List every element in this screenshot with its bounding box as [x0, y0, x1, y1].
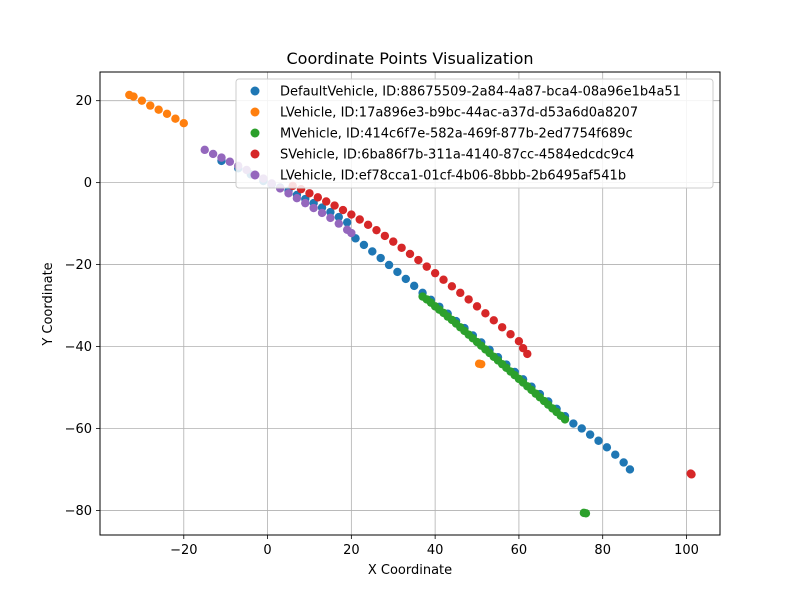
- data-point: [334, 219, 343, 228]
- legend-marker: [250, 149, 260, 159]
- data-point: [585, 430, 595, 439]
- data-point: [439, 275, 448, 284]
- data-point: [334, 212, 343, 222]
- data-point: [514, 336, 524, 346]
- data-point: [208, 149, 218, 159]
- y-tick-label: 0: [84, 176, 92, 191]
- data-point: [523, 349, 532, 359]
- data-points: [125, 90, 696, 518]
- legend-marker: [250, 170, 260, 180]
- legend-entry: LVehicle, ID:17a896e3-b9bc-44ac-a37d-d53…: [280, 106, 638, 121]
- data-point: [330, 201, 339, 210]
- data-point: [384, 260, 394, 270]
- data-point: [560, 415, 570, 424]
- data-point: [292, 193, 302, 203]
- data-point: [477, 359, 486, 369]
- plot-frame: [99, 71, 721, 536]
- data-point: [342, 218, 352, 227]
- data-point: [372, 225, 381, 235]
- legend-entry: DefaultVehicle, ID:88675509-2a84-4a87-bc…: [280, 85, 681, 100]
- data-point: [401, 274, 411, 284]
- data-point: [581, 509, 591, 518]
- data-point: [154, 105, 163, 114]
- y-tick-label: −80: [65, 504, 92, 519]
- data-point: [447, 282, 457, 291]
- data-point: [389, 237, 398, 246]
- axis-ticks: −20 0 20 40 60 80 100 20 0 −20 −40 −60 −80: [65, 94, 699, 558]
- data-point: [602, 443, 612, 452]
- data-point: [363, 220, 373, 230]
- data-point: [506, 330, 515, 339]
- data-point: [200, 145, 209, 155]
- data-point: [472, 302, 482, 311]
- data-point: [301, 198, 310, 208]
- data-point: [497, 323, 507, 332]
- data-point: [409, 281, 419, 291]
- data-point: [368, 247, 377, 256]
- data-point: [137, 96, 147, 105]
- x-tick-label: 80: [594, 543, 611, 558]
- data-point: [397, 243, 406, 252]
- x-tick-label: 0: [263, 543, 271, 558]
- data-point: [359, 240, 369, 250]
- y-tick-label: −20: [65, 258, 92, 273]
- data-point: [217, 153, 226, 162]
- data-point: [577, 424, 586, 433]
- x-tick-label: −20: [170, 543, 197, 558]
- data-point: [347, 228, 356, 238]
- data-point: [489, 316, 498, 325]
- y-tick-label: 20: [75, 94, 92, 109]
- y-tick-label: −40: [65, 340, 92, 355]
- data-point: [305, 189, 314, 198]
- legend-box: [235, 78, 714, 189]
- legend-entry: SVehicle, ID:6ba86f7b-311a-4140-87cc-458…: [280, 148, 634, 163]
- data-point: [355, 215, 364, 224]
- x-tick-label: 60: [511, 543, 528, 558]
- legend-marker: [250, 86, 260, 96]
- data-point: [430, 268, 440, 278]
- data-point: [129, 92, 138, 101]
- x-tick-label: 40: [427, 543, 444, 558]
- data-point: [380, 231, 390, 241]
- data-point: [619, 458, 628, 467]
- data-point: [456, 288, 465, 298]
- data-point: [309, 203, 318, 213]
- y-axis-label: Y Coordinate: [41, 262, 56, 346]
- legend-marker: [250, 107, 260, 117]
- x-axis-label: X Coordinate: [368, 563, 452, 578]
- x-tick-label: 20: [343, 543, 360, 558]
- legend-entry: MVehicle, ID:414c6f7e-582a-469f-877b-2ed…: [280, 127, 633, 142]
- data-point: [347, 210, 356, 219]
- data-point: [338, 205, 348, 215]
- data-point: [422, 262, 431, 271]
- data-point: [611, 450, 620, 459]
- data-point: [393, 267, 402, 277]
- data-point: [594, 436, 603, 445]
- data-point: [313, 193, 323, 202]
- data-point: [322, 197, 331, 206]
- data-point: [162, 109, 172, 118]
- y-tick-label: −60: [65, 422, 92, 437]
- data-point: [481, 309, 490, 318]
- legend-entry: LVehicle, ID:ef78cca1-01cf-4b06-8bbb-2b6…: [280, 169, 626, 184]
- data-point: [284, 189, 293, 198]
- data-point: [146, 101, 155, 110]
- data-point: [405, 249, 415, 259]
- data-point: [414, 255, 423, 265]
- legend: DefaultVehicle, ID:88675509-2a84-4a87-bc…: [235, 78, 714, 189]
- data-point: [225, 157, 235, 166]
- data-point: [687, 470, 696, 479]
- data-point: [569, 419, 578, 428]
- x-tick-label: 100: [674, 543, 699, 558]
- data-point: [464, 295, 473, 304]
- data-point: [317, 208, 327, 218]
- data-point: [171, 114, 180, 123]
- data-point: [625, 465, 635, 474]
- legend-marker: [250, 128, 260, 138]
- data-point: [326, 213, 335, 223]
- data-point: [179, 119, 188, 128]
- data-point: [376, 253, 385, 263]
- chart-title: Coordinate Points Visualization: [286, 49, 533, 68]
